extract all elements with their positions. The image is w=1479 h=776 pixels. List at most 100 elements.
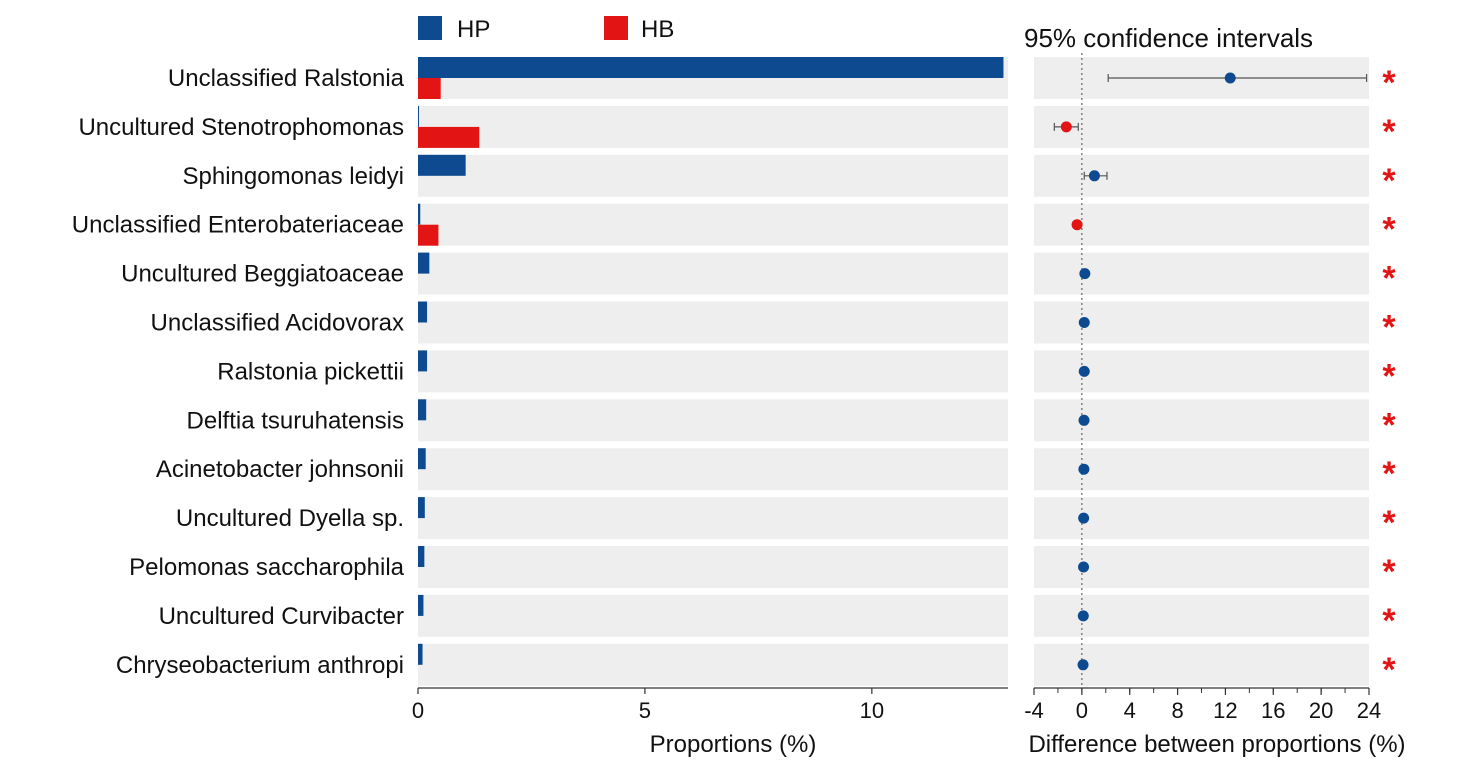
difference-tick-label-0: 0 [1076,698,1088,723]
proportions-tick-label-5: 5 [639,698,651,723]
category-label-acinetobacter-johnsonii: Acinetobacter johnsonii [156,456,404,483]
ci-point-unclassified-acidovorax [1078,317,1090,328]
significance-marker-sphingomonas-leidyi: * [1382,162,1396,200]
difference-tick-label-4: 4 [1124,698,1136,723]
bar-hp-delftia-tsuruhatensis [418,399,427,421]
significance-markers: * * * * * * * * * * * * * [1382,64,1396,689]
ci-point-pelomonas-saccharophila [1078,561,1090,573]
legend-label-hp: HP [457,16,490,43]
bar-hp-unclassified-enterobateriaceae [418,203,421,225]
legend-label-hb: HB [641,16,674,43]
row-bg-right-unclassified-acidovorax [1034,301,1369,344]
significance-marker-uncultured-dyella-sp: * [1382,504,1396,542]
bar-hp-uncultured-dyella-sp [418,497,425,519]
row-bg-right-uncultured-dyella-sp [1034,497,1369,540]
ci-point-delftia-tsuruhatensis [1078,414,1090,426]
bars [418,57,1004,665]
ci-point-sphingomonas-leidyi [1088,170,1100,182]
bar-hp-sphingomonas-leidyi [418,154,466,176]
ci-point-uncultured-stenotrophomonas [1060,121,1072,133]
ci-point-ralstonia-pickettii [1078,365,1090,377]
bar-hb-uncultured-stenotrophomonas [418,126,480,148]
bar-hp-uncultured-stenotrophomonas [418,105,419,127]
significance-marker-unclassified-ralstonia: * [1382,64,1396,102]
ci-points [1053,72,1368,671]
bar-hp-ralstonia-pickettii [418,350,428,372]
legend-swatch-hb [604,16,628,40]
bar-hb-unclassified-enterobateriaceae [418,224,439,246]
category-label-pelomonas-saccharophila: Pelomonas saccharophila [129,554,404,581]
difference-axis: -4 0 4 8 12 16 20 24 [1024,687,1381,723]
bar-hp-unclassified-acidovorax [418,301,428,323]
category-label-unclassified-ralstonia: Unclassified Ralstonia [168,65,405,92]
category-label-unclassified-acidovorax: Unclassified Acidovorax [151,310,404,337]
ci-point-unclassified-enterobateriaceae [1071,219,1083,231]
row-bg-left-unclassified-enterobateriaceae [418,203,1008,246]
row-bg-right-uncultured-stenotrophomonas [1034,105,1369,148]
proportions-tick-label-0: 0 [412,698,424,723]
ci-point-uncultured-dyella-sp [1078,512,1090,524]
category-label-uncultured-stenotrophomonas: Uncultured Stenotrophomonas [78,114,404,141]
chart-title: 95% confidence intervals [1024,23,1313,53]
ci-point-uncultured-curvibacter [1077,610,1089,622]
row-bg-left-ralstonia-pickettii [418,350,1008,393]
ci-point-uncultured-beggiatoaceae [1079,268,1091,280]
row-bg-left-chryseobacterium-anthropi [418,643,1008,686]
bar-hp-acinetobacter-johnsonii [418,448,426,470]
bar-hp-uncultured-beggiatoaceae [418,252,430,274]
ci-point-chryseobacterium-anthropi [1077,659,1089,671]
row-bg-left-acinetobacter-johnsonii [418,448,1008,491]
significance-marker-delftia-tsuruhatensis: * [1382,406,1396,444]
row-backgrounds [418,57,1369,686]
bar-hp-pelomonas-saccharophila [418,546,425,567]
category-label-ralstonia-pickettii: Ralstonia pickettii [217,358,404,385]
row-bg-left-uncultured-beggiatoaceae [418,252,1008,295]
category-label-unclassified-enterobateriaceae: Unclassified Enterobateriaceae [72,212,404,239]
category-label-uncultured-beggiatoaceae: Uncultured Beggiatoaceae [121,261,404,288]
row-bg-right-pelomonas-saccharophila [1034,546,1369,588]
row-bg-right-acinetobacter-johnsonii [1034,448,1369,491]
significance-marker-uncultured-stenotrophomonas: * [1382,113,1396,151]
difference-tick-label-8: 8 [1171,698,1183,723]
difference-tick-label-16: 16 [1261,698,1285,723]
row-bg-right-ralstonia-pickettii [1034,350,1369,393]
legend: HP HB [418,16,674,43]
ci-point-unclassified-ralstonia [1224,72,1236,84]
bar-hb-unclassified-ralstonia [418,78,441,99]
category-label-uncultured-curvibacter: Uncultured Curvibacter [159,603,404,630]
category-label-delftia-tsuruhatensis: Delftia tsuruhatensis [187,407,404,434]
row-bg-left-uncultured-curvibacter [418,594,1008,637]
proportions-axis-title: Proportions (%) [650,731,817,758]
category-label-sphingomonas-leidyi: Sphingomonas leidyi [183,163,404,190]
bar-hp-chryseobacterium-anthropi [418,643,423,665]
row-bg-right-uncultured-curvibacter [1034,594,1369,637]
row-bg-right-delftia-tsuruhatensis [1034,399,1369,442]
row-bg-right-unclassified-enterobateriaceae [1034,203,1369,246]
significance-marker-ralstonia-pickettii: * [1382,357,1396,395]
significance-marker-chryseobacterium-anthropi: * [1382,651,1396,689]
row-bg-left-uncultured-dyella-sp [418,497,1008,540]
category-labels: Unclassified Ralstonia Uncultured Stenotr… [72,65,405,679]
category-label-chryseobacterium-anthropi: Chryseobacterium anthropi [116,652,404,679]
category-label-uncultured-dyella-sp: Uncultured Dyella sp. [176,505,404,532]
row-bg-left-uncultured-stenotrophomonas [418,105,1008,148]
ci-point-acinetobacter-johnsonii [1078,463,1090,475]
legend-swatch-hp [418,16,442,40]
significance-marker-uncultured-beggiatoaceae: * [1382,260,1396,298]
difference-tick-label-12: 12 [1213,698,1237,723]
row-bg-left-sphingomonas-leidyi [418,154,1008,197]
difference-tick-label-20: 20 [1309,698,1333,723]
significance-marker-acinetobacter-johnsonii: * [1382,455,1396,493]
significance-marker-unclassified-enterobateriaceae: * [1382,211,1396,249]
bar-hp-unclassified-ralstonia [418,57,1004,78]
row-bg-left-unclassified-acidovorax [418,301,1008,344]
row-bg-right-chryseobacterium-anthropi [1034,643,1369,686]
proportions-axis: 0 5 10 [412,687,1008,723]
bar-hp-uncultured-curvibacter [418,594,424,616]
difference-axis-title: Difference between proportions (%) [1028,731,1405,758]
significance-marker-pelomonas-saccharophila: * [1382,553,1396,591]
difference-tick-label-24: 24 [1357,698,1381,723]
proportions-tick-label-10: 10 [860,698,884,723]
row-bg-left-pelomonas-saccharophila [418,546,1008,588]
